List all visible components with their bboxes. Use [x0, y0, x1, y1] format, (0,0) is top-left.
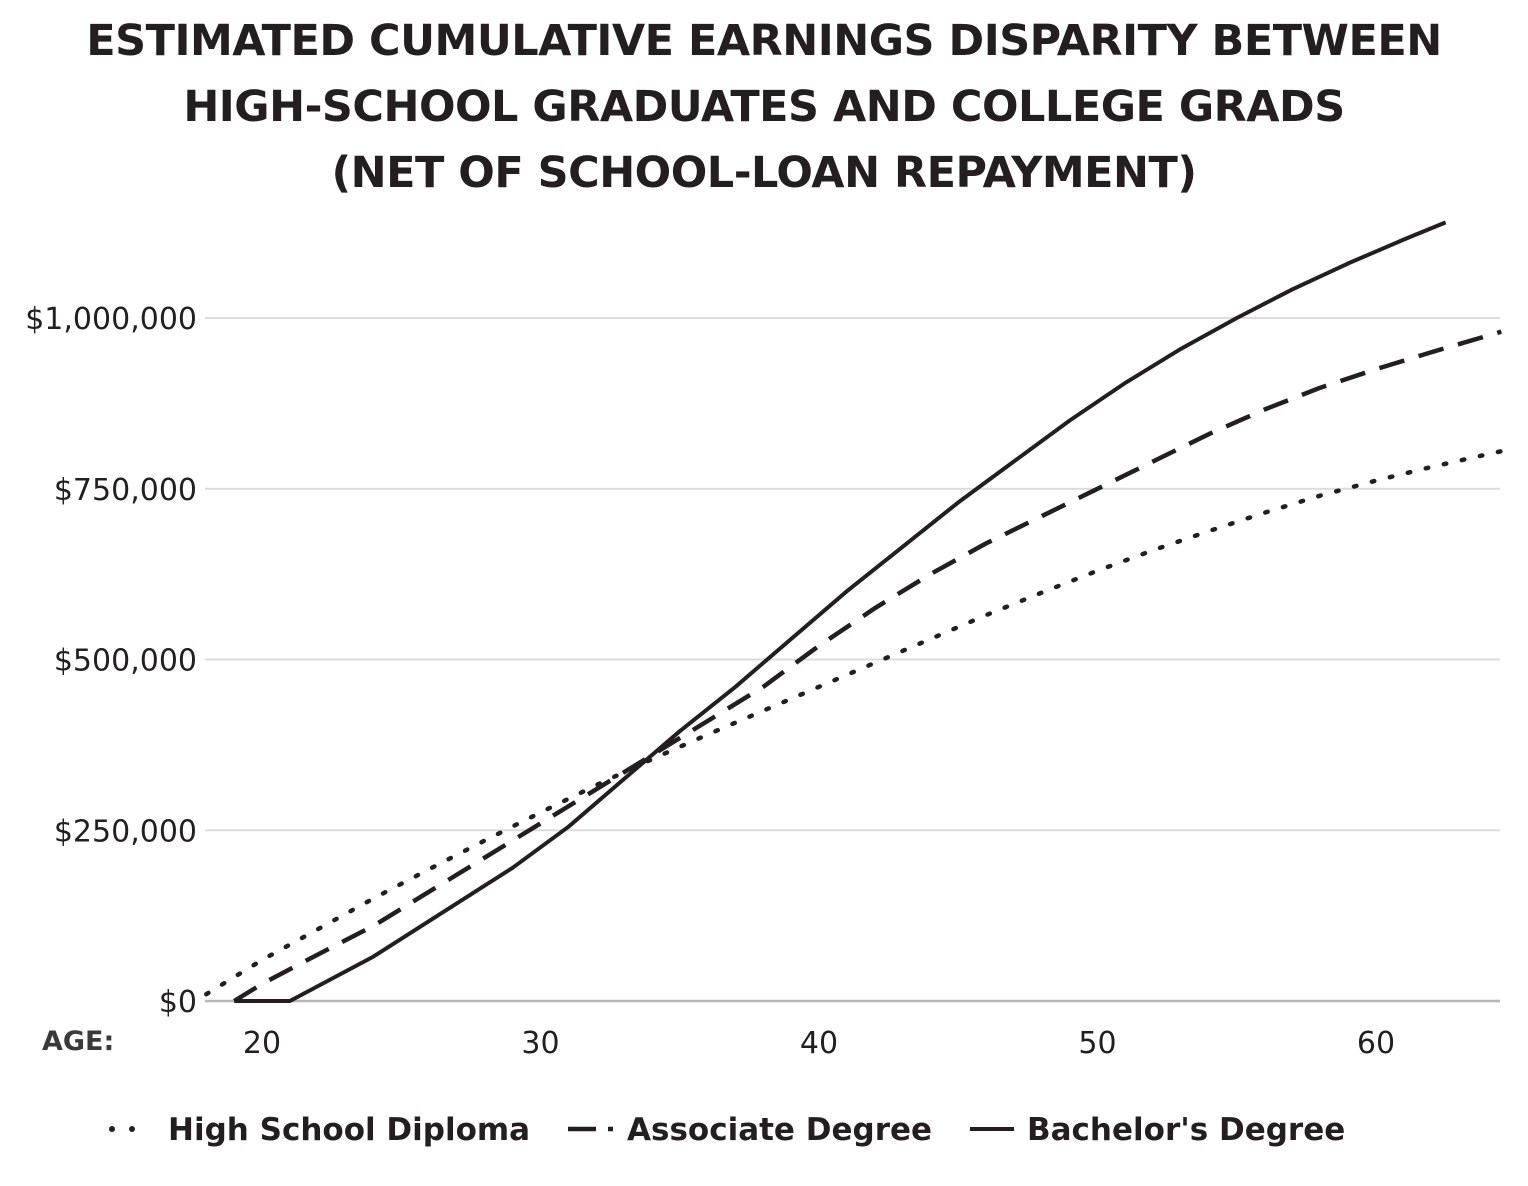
chart-title-line-2: HIGH-SCHOOL GRADUATES AND COLLEGE GRADS	[183, 82, 1345, 132]
y-axis-tick-labels: $0 $250,000 $500,000 $750,000 $1,000,000	[25, 302, 197, 1020]
chart-title: ESTIMATED CUMULATIVE EARNINGS DISPARITY …	[0, 8, 1528, 206]
series-line-associate-degree	[233, 329, 1502, 1003]
x-axis-tick-labels: 20 30 40 50 60	[243, 1026, 1395, 1061]
y-tick-label: $500,000	[54, 644, 197, 679]
chart-title-line-3: (NET OF SCHOOL-LOAN REPAYMENT)	[331, 148, 1197, 198]
x-tick-label: 20	[243, 1026, 281, 1061]
legend-swatch-high-school-diploma	[129, 1126, 135, 1132]
legend: High School Diploma Associate Degree Bache…	[109, 1112, 1345, 1148]
gridlines	[205, 317, 1500, 1003]
series-line-high-school-diploma	[204, 448, 1504, 997]
series-lines	[204, 220, 1504, 1003]
x-tick-label: 40	[800, 1026, 838, 1061]
chart-title-line-1: ESTIMATED CUMULATIVE EARNINGS DISPARITY …	[86, 16, 1442, 66]
y-tick-label: $250,000	[54, 814, 197, 849]
x-tick-label: 30	[521, 1026, 559, 1061]
legend-label-associate-degree: Associate Degree	[627, 1112, 932, 1148]
legend-label-bachelor-s-degree: Bachelor's Degree	[1027, 1112, 1345, 1148]
x-tick-label: 60	[1357, 1026, 1395, 1061]
x-tick-label: 50	[1078, 1026, 1116, 1061]
legend-label-high-school-diploma: High School Diploma	[168, 1112, 530, 1148]
x-axis-label: AGE:	[42, 1026, 114, 1057]
y-tick-label: $1,000,000	[25, 302, 197, 337]
y-tick-label: $750,000	[54, 473, 197, 508]
series-line-bachelor-s-degree	[234, 220, 1447, 1003]
legend-swatch-high-school-diploma	[109, 1126, 115, 1132]
y-tick-label: $0	[159, 985, 197, 1020]
